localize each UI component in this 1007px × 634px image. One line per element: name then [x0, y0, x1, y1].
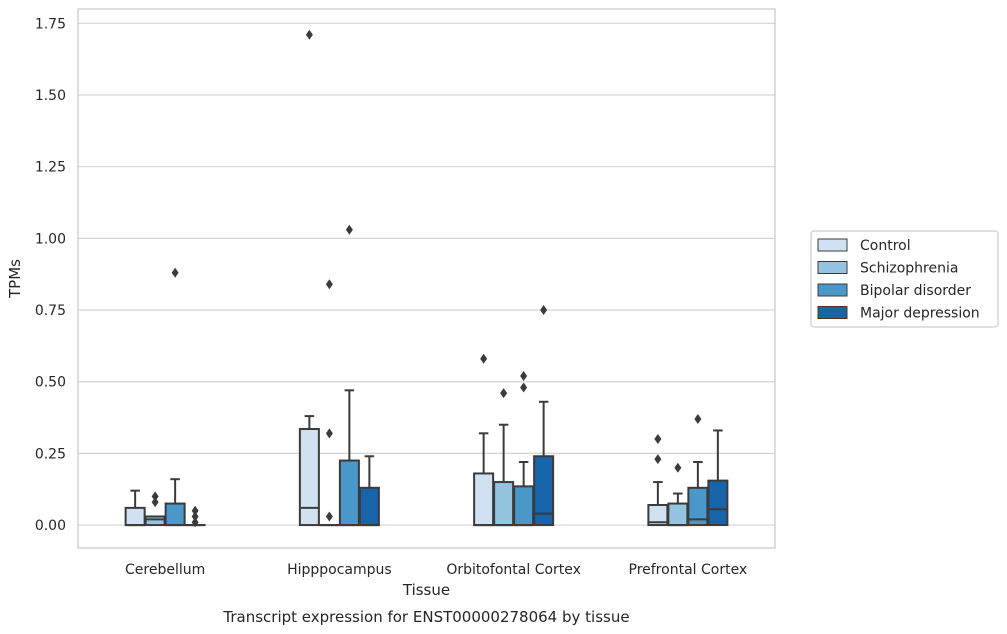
y-tick-label: 1.25 — [35, 160, 66, 176]
legend-swatch — [817, 238, 848, 252]
box-control — [124, 489, 146, 527]
outlier-point — [325, 511, 333, 522]
legend-label: Schizophrenia — [860, 261, 958, 277]
y-tick-label: 0.50 — [35, 375, 66, 391]
outlier-point — [151, 491, 159, 502]
y-tick-label: 1.00 — [35, 231, 66, 247]
outlier-point — [171, 267, 179, 278]
box-iqr — [707, 479, 729, 527]
outlier-point — [520, 370, 528, 381]
box-iqr — [338, 459, 360, 527]
outlier-point — [325, 428, 333, 439]
x-tick-label: Orbitofontal Cortex — [446, 562, 581, 578]
outlier-point — [694, 413, 702, 424]
box-iqr — [164, 502, 186, 527]
outlier-point — [654, 434, 662, 445]
x-tick-label: Cerebellum — [125, 562, 205, 578]
box-control — [298, 29, 320, 527]
box-control — [473, 353, 495, 527]
box-iqr — [473, 472, 495, 527]
box-schizophrenia — [144, 491, 166, 527]
box-major-depression — [358, 455, 380, 527]
outlier-point — [191, 517, 199, 528]
plot-frame — [77, 8, 776, 549]
legend-frame — [810, 230, 999, 328]
outlier-point — [674, 462, 682, 473]
box-iqr — [124, 506, 146, 527]
y-axis-label: TPMs — [6, 259, 24, 299]
y-axis-ticks: 0.00 0.25 0.50 0.75 1.00 1.25 1.50 1.75 — [35, 16, 66, 534]
outlier-point — [480, 353, 488, 364]
box-bipolar-disorder — [338, 224, 360, 527]
box-bipolar-disorder — [513, 370, 535, 527]
box-iqr — [513, 485, 535, 527]
box-major-depression — [533, 305, 555, 527]
legend-swatch — [817, 261, 848, 274]
outlier-point — [520, 382, 528, 393]
box-iqr — [493, 481, 515, 527]
box-iqr — [533, 455, 555, 527]
boxes — [124, 29, 729, 528]
x-axis-ticks: Cerebellum Hipppocampus Orbitofontal Corte… — [125, 562, 747, 578]
box-control — [647, 434, 669, 527]
outlier-point — [500, 388, 508, 399]
box-schizophrenia — [667, 462, 689, 527]
y-tick-label: 1.75 — [35, 16, 66, 32]
legend-swatch — [817, 283, 848, 297]
outlier-point — [191, 505, 199, 516]
y-tick-label: 1.50 — [35, 88, 66, 104]
box-iqr — [358, 486, 380, 527]
outlier-point — [325, 279, 333, 290]
y-tick-label: 0.00 — [35, 518, 66, 534]
box-schizophrenia — [493, 388, 515, 527]
outlier-point — [151, 497, 159, 508]
box-schizophrenia — [318, 279, 340, 527]
box-major-depression — [184, 505, 206, 528]
legend-label: Major depression — [860, 306, 980, 322]
y-tick-label: 0.75 — [35, 303, 66, 319]
chart-caption: Transcript expression for ENST0000027806… — [222, 608, 629, 626]
outlier-point — [345, 224, 353, 235]
x-tick-label: Prefrontal Cortex — [629, 562, 748, 578]
gridlines — [78, 22, 775, 526]
outlier-point — [305, 29, 313, 40]
box-iqr — [298, 428, 320, 527]
legend-swatch — [817, 306, 848, 319]
x-tick-label: Hipppocampus — [287, 562, 392, 578]
legend: Control Schizophrenia Bipolar disorder Majo… — [810, 230, 999, 328]
x-axis-label: Tissue — [402, 581, 450, 599]
outlier-point — [191, 511, 199, 522]
box-major-depression — [707, 429, 729, 527]
outlier-point — [654, 454, 662, 465]
legend-label: Bipolar disorder — [860, 283, 971, 299]
legend-label: Control — [860, 238, 911, 254]
outlier-point — [540, 305, 548, 316]
box-bipolar-disorder — [687, 413, 709, 527]
y-tick-label: 0.25 — [35, 446, 66, 462]
box-iqr — [667, 502, 689, 527]
box-bipolar-disorder — [164, 267, 186, 527]
box-iqr — [144, 515, 166, 527]
